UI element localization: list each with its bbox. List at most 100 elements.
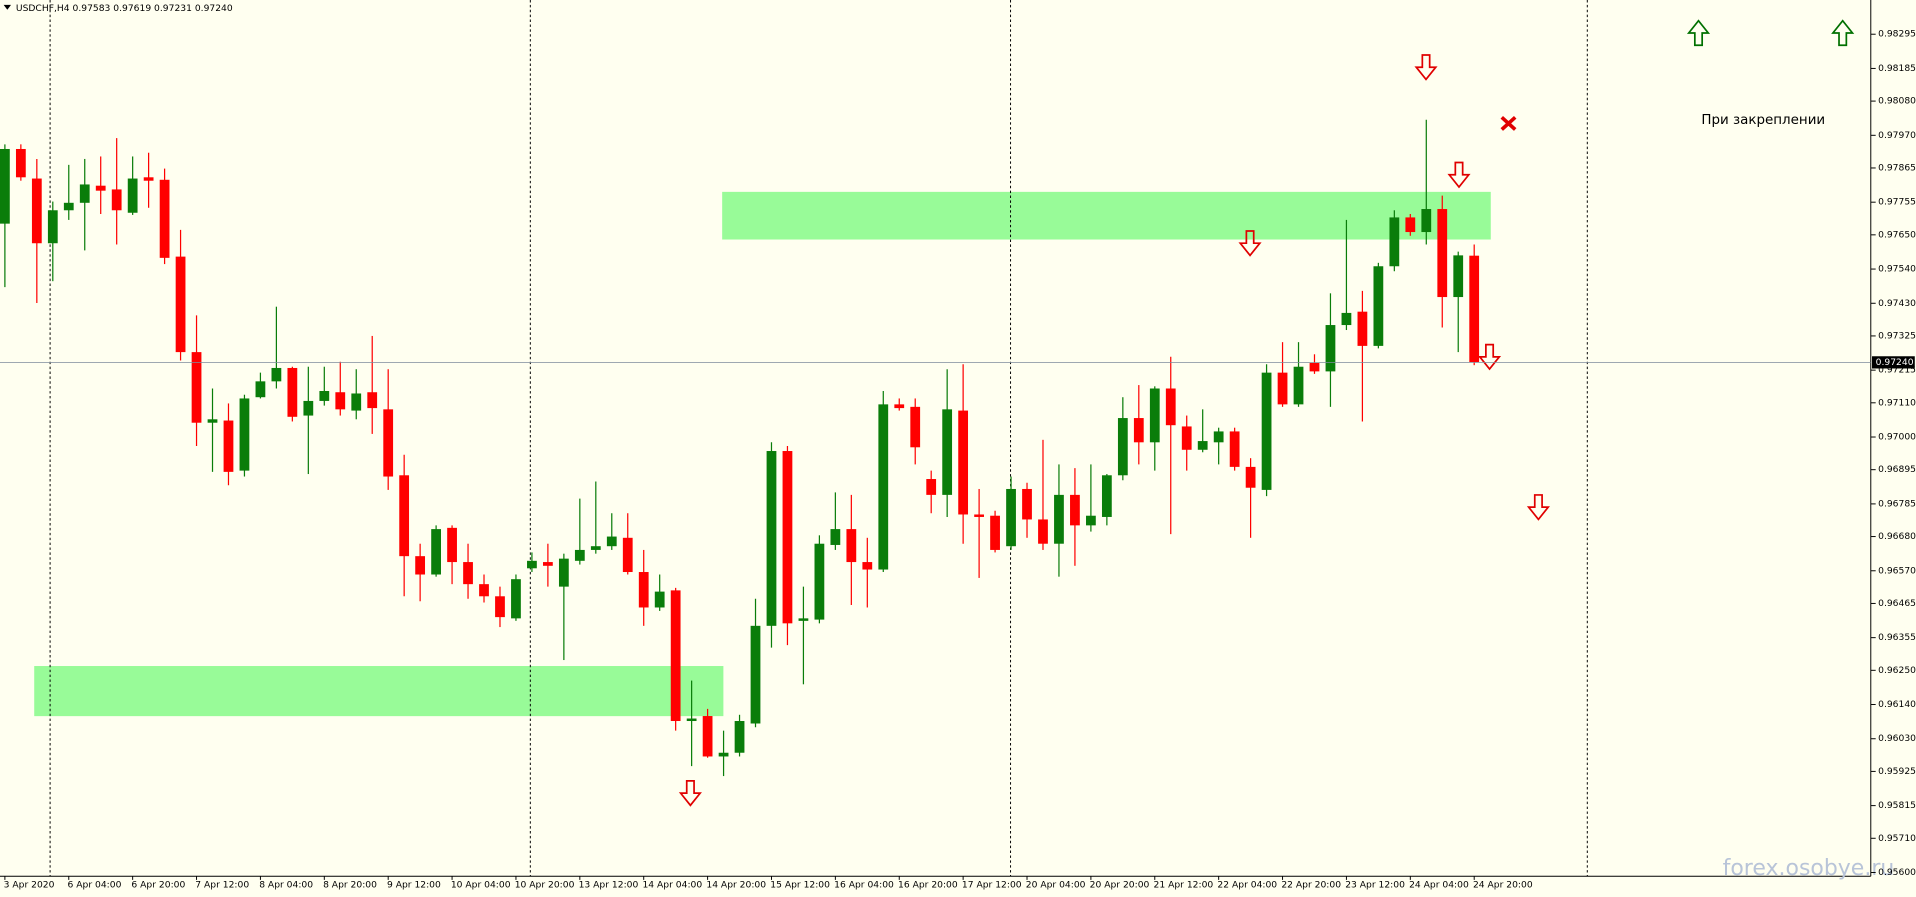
y-tick-label: 0.97325: [1878, 330, 1916, 341]
candle-body: [255, 381, 266, 398]
candle-body: [926, 479, 937, 495]
candle-body: [750, 625, 761, 724]
candle-body: [431, 529, 441, 575]
candle-body: [1070, 494, 1080, 526]
x-tick-label: 16 Apr 20:00: [898, 879, 958, 890]
x-tick-label: 24 Apr 20:00: [1473, 879, 1533, 890]
candle-body: [1293, 366, 1304, 405]
candle-body: [1453, 255, 1464, 298]
close-cross: [1500, 115, 1517, 131]
candle-body: [686, 718, 697, 722]
candle-body: [974, 514, 984, 517]
candle-body: [1054, 494, 1064, 544]
candle-body: [814, 543, 825, 620]
candle-body: [383, 409, 394, 477]
x-tick-label: 7 Apr 12:00: [195, 879, 249, 890]
candle-body: [95, 185, 106, 191]
candle-body: [718, 752, 729, 757]
candle-body: [1421, 209, 1432, 233]
candle-body: [1469, 255, 1480, 363]
x-tick-label: 22 Apr 04:00: [1217, 879, 1277, 890]
candle-body: [463, 562, 473, 585]
candle-body: [1245, 466, 1256, 488]
candle-body: [894, 404, 905, 409]
buy-arrow: [1831, 19, 1855, 47]
candle-body: [0, 148, 10, 224]
y-tick-label: 0.97755: [1878, 197, 1916, 208]
candle-body: [351, 393, 362, 411]
candle-body: [910, 406, 921, 448]
y-tick-label: 0.96570: [1878, 565, 1916, 576]
candle-body: [143, 177, 154, 181]
y-tick-label: 0.98080: [1878, 96, 1916, 107]
candle-body: [1437, 209, 1448, 298]
annotation: При закреплении: [1701, 113, 1825, 128]
candle-body: [1038, 519, 1048, 544]
sell-arrow: [1526, 494, 1550, 521]
candle-body: [1357, 311, 1368, 346]
candle-body: [846, 529, 857, 563]
candle-body: [543, 562, 553, 566]
candle-body: [622, 537, 633, 573]
candle-body: [175, 256, 186, 353]
candle-body: [1325, 325, 1336, 372]
y-tick-label: 0.97000: [1878, 432, 1916, 443]
x-tick-label: 24 Apr 04:00: [1409, 879, 1469, 890]
signal-arrows: [678, 19, 1855, 807]
candle-body: [1373, 266, 1384, 346]
y-tick-label: 0.96250: [1878, 665, 1916, 676]
x-tick-label: 23 Apr 12:00: [1345, 879, 1405, 890]
x-tick-label: 8 Apr 04:00: [259, 879, 313, 890]
x-tick-label: 13 Apr 12:00: [579, 879, 639, 890]
y-tick-label: 0.98185: [1878, 63, 1916, 74]
x-tick-label: 14 Apr 04:00: [642, 879, 702, 890]
y-tick-label: 0.96140: [1878, 699, 1916, 710]
symbol-menu-icon[interactable]: [3, 4, 11, 10]
candle-body: [766, 451, 777, 626]
x-tick-label: 15 Apr 12:00: [770, 879, 830, 890]
candle-body: [399, 475, 410, 557]
candle-body: [878, 404, 889, 570]
support-zone: [34, 666, 724, 717]
y-tick-label: 0.97650: [1878, 229, 1916, 240]
x-tick-label: 22 Apr 20:00: [1281, 879, 1341, 890]
candle-body: [495, 596, 505, 618]
y-tick-label: 0.96895: [1878, 464, 1916, 475]
candle-body: [335, 392, 346, 410]
x-tick-label: 20 Apr 04:00: [1026, 879, 1086, 890]
candle-body: [79, 184, 90, 203]
y-tick-label: 0.96785: [1878, 498, 1916, 509]
candle-body: [127, 178, 138, 213]
candle-body: [63, 202, 74, 211]
x-tick-label: 17 Apr 12:00: [962, 879, 1022, 890]
candle-body: [223, 420, 234, 472]
candle-body: [415, 556, 426, 575]
candle-body: [1261, 372, 1272, 490]
resistance-zone: [722, 191, 1491, 240]
y-tick-label: 0.96355: [1878, 632, 1916, 643]
y-tick-label: 0.96465: [1878, 598, 1916, 609]
candle-body: [606, 536, 617, 547]
candle-body: [159, 179, 170, 258]
candle-body: [734, 721, 745, 753]
sell-arrow: [1447, 161, 1471, 189]
candle-body: [47, 210, 58, 244]
sell-arrow: [678, 780, 702, 807]
candle-body: [527, 560, 537, 569]
candle-body: [1389, 217, 1400, 267]
y-tick-label: 0.97865: [1878, 162, 1916, 173]
sell-arrow: [1414, 54, 1438, 81]
x-tick-label: 9 Apr 12:00: [387, 879, 441, 890]
candle-body: [303, 400, 314, 416]
candle-body: [1165, 388, 1176, 426]
x-tick-label: 6 Apr 04:00: [68, 879, 122, 890]
candle-body: [1149, 388, 1160, 443]
candle-body: [1277, 372, 1288, 405]
candle-body: [1133, 418, 1144, 443]
candle-body: [1117, 418, 1128, 476]
candle-body: [271, 367, 282, 382]
candle-body: [1341, 312, 1352, 326]
candle-body: [1101, 475, 1112, 517]
